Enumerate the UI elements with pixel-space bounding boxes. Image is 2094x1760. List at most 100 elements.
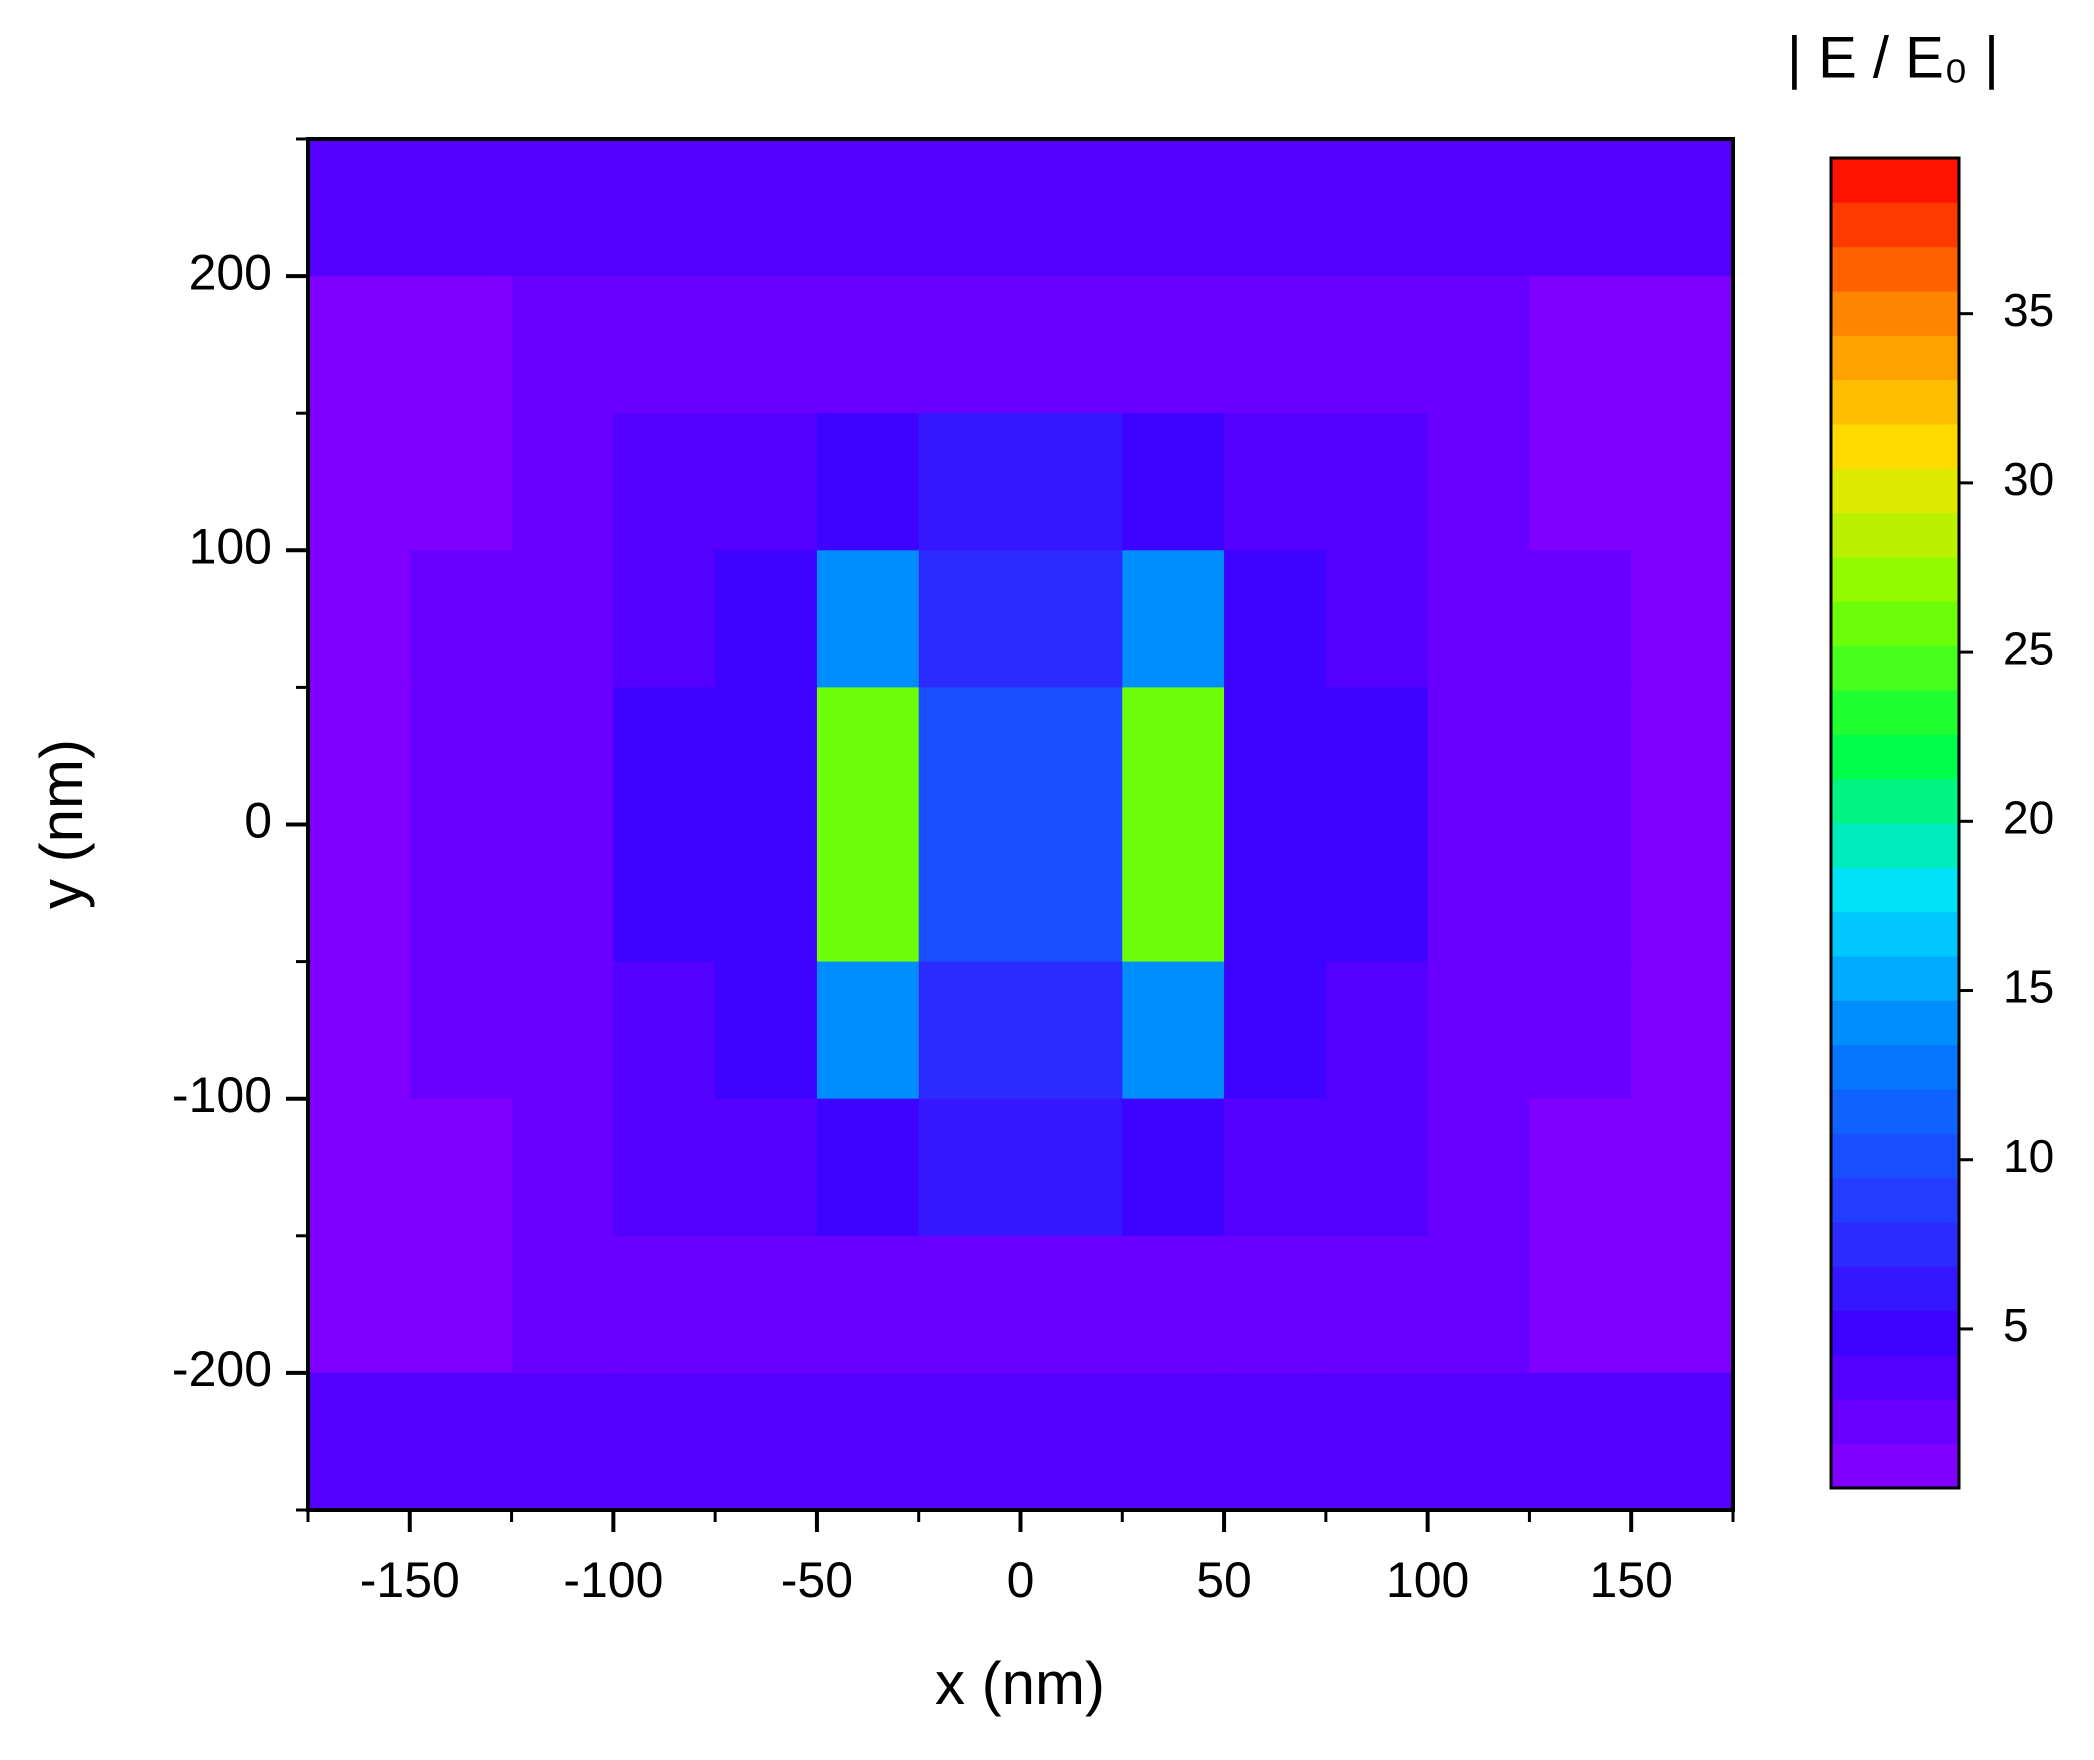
heatmap-cell	[918, 550, 1021, 688]
heatmap-cell	[1529, 1098, 1632, 1237]
heatmap-cell	[715, 413, 818, 551]
heatmap-cell	[1631, 413, 1734, 551]
y-tick-label: -200	[172, 1341, 272, 1397]
heatmap-cell	[409, 139, 513, 277]
heatmap-cell	[511, 276, 614, 414]
heatmap-cell	[308, 413, 411, 551]
colorbar-band	[1831, 468, 1959, 514]
heatmap-cell	[613, 824, 716, 963]
heatmap-cell	[715, 1235, 818, 1374]
colorbar-band	[1831, 1355, 1959, 1400]
heatmap-cell	[1427, 1372, 1530, 1511]
colorbar-tick-label: 25	[2003, 622, 2054, 674]
heatmap-cell	[1020, 961, 1123, 1100]
heatmap-cell	[308, 824, 411, 963]
heatmap-cell	[918, 961, 1021, 1100]
heatmap-cell	[816, 824, 920, 963]
heatmap-cell	[511, 687, 614, 825]
heatmap-cell	[1224, 139, 1327, 277]
heatmap-cell	[816, 961, 920, 1100]
heatmap-cell	[1020, 276, 1123, 414]
heatmap-cell	[511, 413, 614, 551]
x-tick-label: 0	[1007, 1552, 1035, 1608]
colorbar: 5 10 15 20 25 30 35	[1829, 156, 2054, 1490]
heatmap-cell	[1122, 961, 1225, 1100]
colorbar-tick-label: 30	[2003, 453, 2054, 505]
heatmap-cell	[613, 276, 716, 414]
heatmap-cell	[1122, 276, 1225, 414]
heatmap-cell	[1529, 687, 1632, 825]
heatmap-cell	[409, 276, 513, 414]
heatmap-cell	[409, 961, 513, 1100]
heatmap-cell	[409, 1372, 513, 1511]
colorbar-band	[1831, 557, 1959, 602]
colorbar-band	[1831, 1399, 1959, 1445]
heatmap-cell	[918, 1235, 1021, 1374]
heatmap-cell	[918, 413, 1021, 551]
heatmap-cell	[511, 1098, 614, 1237]
heatmap-cell	[409, 413, 513, 551]
y-tick-label: 200	[189, 244, 272, 300]
heatmap-cell	[613, 687, 716, 825]
heatmap-cell	[1427, 961, 1530, 1100]
colorbar-band	[1831, 1177, 1959, 1223]
colorbar-band	[1831, 1222, 1959, 1267]
heatmap-cell	[918, 687, 1021, 825]
colorbar-frame	[1829, 156, 1961, 1490]
heatmap-cell	[1427, 139, 1530, 277]
heatmap-cell	[409, 550, 513, 688]
colorbar-band	[1831, 778, 1959, 824]
colorbar-tick-label: 5	[2003, 1299, 2029, 1351]
x-tick-label: -50	[781, 1552, 853, 1608]
heatmap-cell	[816, 1098, 920, 1237]
colorbar-tick-label: 10	[2003, 1130, 2054, 1182]
y-axis-label: y (nm)	[28, 739, 95, 909]
heatmap-cell	[816, 139, 920, 277]
colorbar-band	[1831, 1310, 1959, 1356]
heatmap-cell	[1427, 687, 1530, 825]
x-tick-label: 100	[1386, 1552, 1469, 1608]
colorbar-band	[1831, 291, 1959, 336]
heatmap-cell	[1325, 276, 1429, 414]
heatmap-cell	[1631, 550, 1734, 688]
heatmap-cell	[1325, 139, 1429, 277]
heatmap-cell	[308, 276, 411, 414]
heatmap-cell	[816, 1372, 920, 1511]
heatmap-cell	[1325, 1372, 1429, 1511]
x-axis-label: x (nm)	[935, 1650, 1105, 1717]
colorbar-label: | E / E₀ |	[1787, 25, 1999, 90]
heatmap-cell	[1224, 687, 1327, 825]
heatmap-cell	[511, 139, 614, 277]
heatmap-cell	[1224, 1235, 1327, 1374]
colorbar-band	[1831, 424, 1959, 469]
heatmap-cell	[308, 1235, 411, 1374]
heatmap-cell	[613, 961, 716, 1100]
y-tick-label: -100	[172, 1067, 272, 1123]
heatmap-cell	[308, 961, 411, 1100]
heatmap	[308, 139, 1734, 1511]
x-tick-label: 50	[1196, 1552, 1252, 1608]
colorbar-band	[1831, 823, 1959, 868]
colorbar-band	[1831, 1000, 1959, 1046]
heatmap-cell	[613, 1098, 716, 1237]
heatmap-cell	[1325, 1235, 1429, 1374]
heatmap-cell	[1427, 413, 1530, 551]
heatmap-cell	[1631, 961, 1734, 1100]
colorbar-band	[1831, 1089, 1959, 1134]
heatmap-cell	[511, 1235, 614, 1374]
heatmap-cell	[715, 550, 818, 688]
heatmap-cell	[613, 413, 716, 551]
colorbar-tick-label: 15	[2003, 961, 2054, 1013]
heatmap-cell	[1325, 550, 1429, 688]
heatmap-cell	[1224, 961, 1327, 1100]
colorbar-band	[1831, 690, 1959, 735]
heatmap-cell	[1122, 687, 1225, 825]
heatmap-cell	[613, 550, 716, 688]
heatmap-cell	[715, 824, 818, 963]
heatmap-cell	[1122, 550, 1225, 688]
colorbar-band	[1831, 512, 1959, 558]
x-tick-label: 150	[1589, 1552, 1672, 1608]
heatmap-cell	[308, 139, 411, 277]
x-tick-label: -100	[563, 1552, 663, 1608]
heatmap-cell	[918, 139, 1021, 277]
